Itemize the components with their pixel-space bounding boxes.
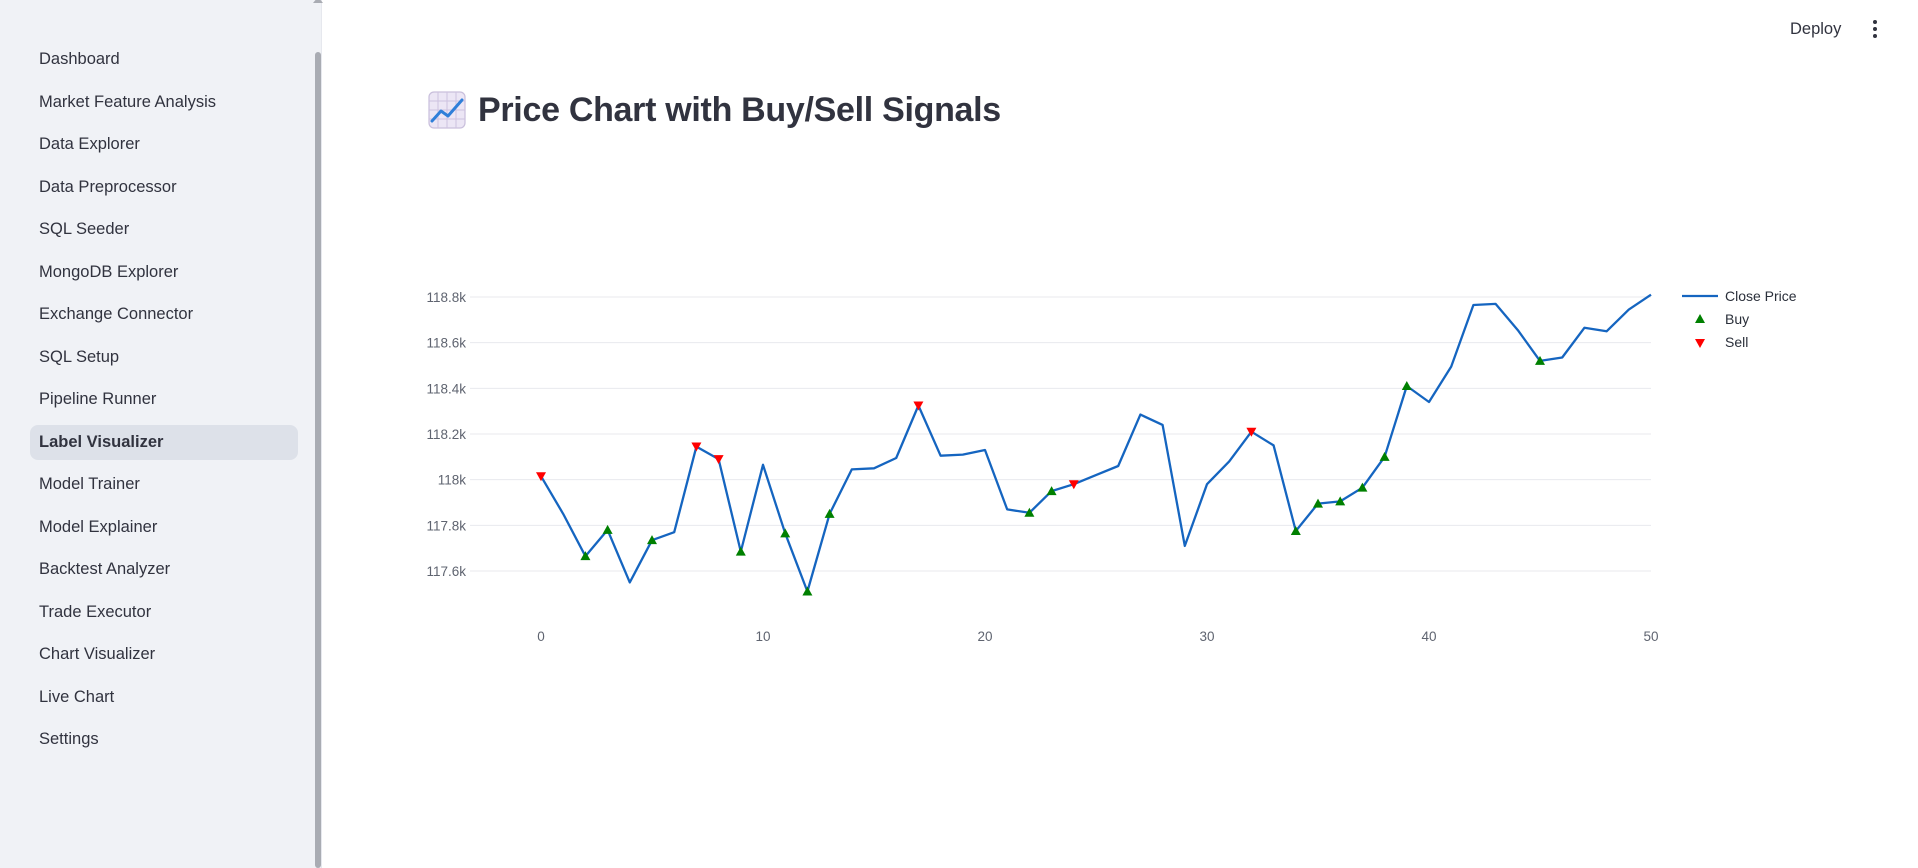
sell-marker (536, 472, 546, 482)
sidebar-item-exchange-connector[interactable]: Exchange Connector (39, 305, 194, 323)
sidebar-item-data-preprocessor[interactable]: Data Preprocessor (39, 177, 177, 196)
sidebar-item-live-chart[interactable]: Live Chart (39, 687, 115, 706)
buy-marker (1024, 507, 1035, 517)
page-title: Price Chart with Buy/Sell Signals (478, 90, 1001, 129)
legend-buy-label: Buy (1725, 311, 1749, 327)
buy-marker (580, 551, 591, 561)
sidebar-item-trade-executor[interactable]: Trade Executor (39, 602, 152, 621)
sidebar-item-chart-visualizer[interactable]: Chart Visualizer (39, 645, 156, 663)
sidebar-item-model-trainer[interactable]: Model Trainer (39, 475, 140, 493)
sidebar-item-data-explorer[interactable]: Data Explorer (39, 135, 140, 153)
x-tick-label: 10 (755, 629, 770, 644)
buy-marker (780, 528, 791, 538)
legend-close-price-label: Close Price (1725, 288, 1797, 304)
y-tick-label: 118.6k (426, 336, 466, 351)
sidebar-item-market-feature-analysis[interactable]: Market Feature Analysis (39, 92, 216, 111)
legend-sell-label: Sell (1725, 334, 1748, 350)
sell-marker (1246, 427, 1257, 437)
buy-marker (647, 535, 657, 545)
buy-marker (1335, 496, 1346, 506)
sidebar-item-pipeline-runner[interactable]: Pipeline Runner (39, 390, 157, 408)
sidebar: Dashboard Market Feature Analysis Data Exp… (0, 0, 323, 868)
sidebar-item-sql-seeder[interactable]: SQL Seeder (39, 220, 130, 238)
legend-sell-swatch (1695, 339, 1705, 348)
x-tick-label: 50 (1643, 629, 1658, 644)
sidebar-item-settings[interactable]: Settings (39, 730, 99, 748)
buy-marker (735, 546, 746, 556)
y-tick-label: 118k (438, 473, 467, 488)
sidebar-nav: Dashboard Market Feature Analysis Data Exp… (30, 42, 298, 765)
sidebar-item-backtest-analyzer[interactable]: Backtest Analyzer (39, 560, 171, 578)
y-tick-label: 118.8k (426, 290, 466, 305)
buy-marker (824, 508, 835, 518)
y-tick-label: 117.6k (426, 564, 466, 579)
buy-marker (1379, 451, 1390, 461)
chart-increasing-icon (428, 91, 466, 129)
y-tick-label: 118.2k (426, 427, 466, 442)
sell-marker (1068, 480, 1079, 490)
buy-marker (1357, 482, 1368, 492)
sidebar-item-mongodb-explorer[interactable]: MongoDB Explorer (39, 262, 179, 281)
buy-marker (1313, 498, 1323, 508)
sell-marker (691, 442, 702, 452)
sell-marker (913, 401, 924, 411)
legend-buy-swatch (1695, 314, 1705, 323)
sell-marker (713, 455, 724, 465)
sidebar-item-model-explainer[interactable]: Model Explainer (39, 517, 158, 536)
y-tick-label: 118.4k (426, 381, 466, 396)
x-tick-label: 30 (1199, 629, 1214, 644)
sidebar-item-label-visualizer[interactable]: Label Visualizer (30, 424, 298, 460)
more-vertical-icon[interactable] (1862, 14, 1888, 44)
x-tick-label: 0 (537, 629, 545, 644)
buy-marker (1401, 381, 1412, 391)
sidebar-item-dashboard[interactable]: Dashboard (39, 50, 120, 68)
buy-marker (1046, 486, 1057, 496)
x-tick-label: 20 (977, 629, 992, 644)
scroll-up-arrow-icon[interactable] (313, 0, 323, 3)
deploy-button[interactable]: Deploy (1790, 20, 1842, 38)
x-tick-label: 40 (1421, 629, 1436, 644)
y-tick-label: 117.8k (426, 518, 466, 533)
buy-marker (602, 524, 613, 534)
buy-marker (1535, 355, 1545, 365)
sidebar-item-sql-setup[interactable]: SQL Setup (39, 347, 120, 366)
close-price-line (540, 293, 1652, 593)
buy-marker (1290, 526, 1301, 536)
page-header: Price Chart with Buy/Sell Signals (428, 88, 1001, 132)
sidebar-scrollbar-thumb[interactable] (315, 52, 321, 868)
buy-marker (802, 586, 813, 596)
